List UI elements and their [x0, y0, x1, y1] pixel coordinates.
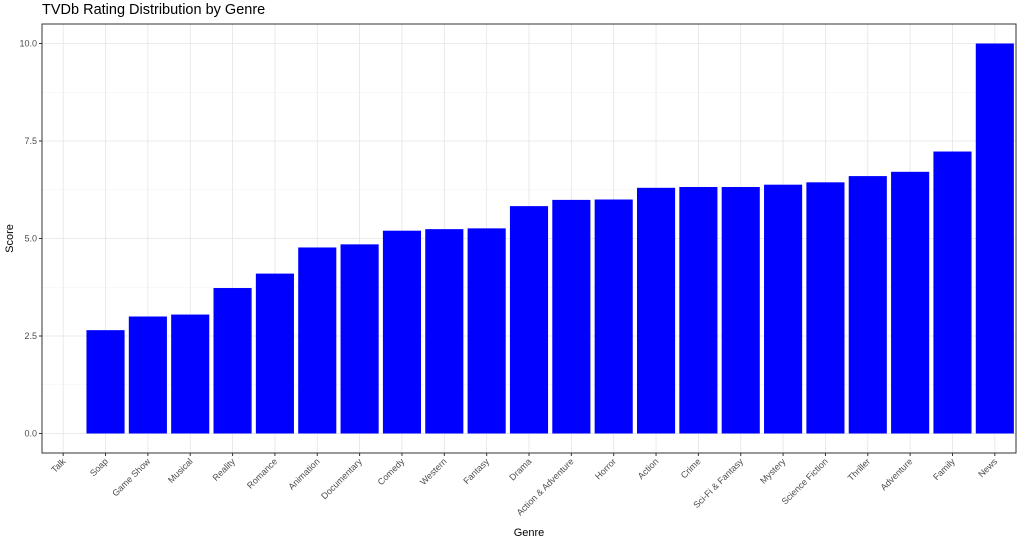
x-tick-label: Fantasy — [461, 456, 491, 486]
bar — [171, 314, 210, 434]
bar — [933, 151, 972, 434]
bar — [594, 199, 633, 434]
x-tick-label: Soap — [88, 456, 110, 478]
x-axis-title: Genre — [514, 527, 545, 539]
x-tick-label: Science Fiction — [780, 456, 830, 506]
bar — [848, 176, 887, 434]
bar — [128, 316, 167, 434]
bar — [891, 171, 930, 434]
bar — [552, 199, 591, 434]
x-tick-label: Crime — [679, 456, 703, 480]
x-tick-label: Documentary — [319, 456, 364, 501]
bar — [806, 182, 845, 434]
bar — [721, 187, 760, 434]
y-tick-label: 10.0 — [19, 39, 37, 49]
bar — [679, 187, 718, 434]
bar — [467, 228, 506, 434]
bar — [509, 206, 549, 434]
bar — [975, 43, 1014, 434]
x-tick-label: Horror — [593, 456, 618, 481]
x-tick-label: Talk — [49, 456, 68, 475]
bar — [764, 184, 803, 434]
x-tick-label: Romance — [245, 456, 279, 490]
x-tick-label: Reality — [210, 456, 237, 483]
x-tick-label: News — [976, 456, 999, 479]
x-tick-label: Comedy — [376, 456, 407, 487]
bar — [298, 247, 337, 434]
x-tick-label: Action — [636, 456, 661, 481]
x-tick-label: Family — [931, 456, 957, 482]
y-axis-title: Score — [4, 224, 16, 253]
y-tick-label: 2.5 — [24, 331, 37, 341]
bar — [636, 187, 676, 434]
x-tick-label: Drama — [507, 456, 533, 482]
y-tick-label: 7.5 — [24, 136, 37, 146]
x-tick-label: Western — [418, 456, 449, 487]
bar — [213, 288, 252, 434]
bar — [340, 244, 379, 434]
x-tick-label: Thriller — [846, 456, 873, 483]
bar — [255, 273, 294, 434]
x-axis: Talk Soap Game Show Musical Reality Romance An… — [49, 453, 1000, 518]
y-tick-label: 5.0 — [24, 234, 37, 244]
x-tick-label: Musical — [166, 456, 195, 485]
x-tick-label: Game Show — [110, 456, 152, 498]
bar — [86, 330, 125, 434]
bar — [382, 230, 422, 434]
x-tick-label: Adventure — [878, 456, 914, 492]
y-axis: 0.0 2.5 5.0 7.5 10.0 — [19, 39, 42, 439]
x-tick-label: Mystery — [758, 456, 788, 486]
x-tick-label: Animation — [286, 456, 321, 491]
chart-title: TVDb Rating Distribution by Genre — [42, 2, 266, 18]
y-tick-label: 0.0 — [24, 429, 37, 439]
bars — [86, 43, 1014, 434]
bar — [425, 229, 464, 434]
